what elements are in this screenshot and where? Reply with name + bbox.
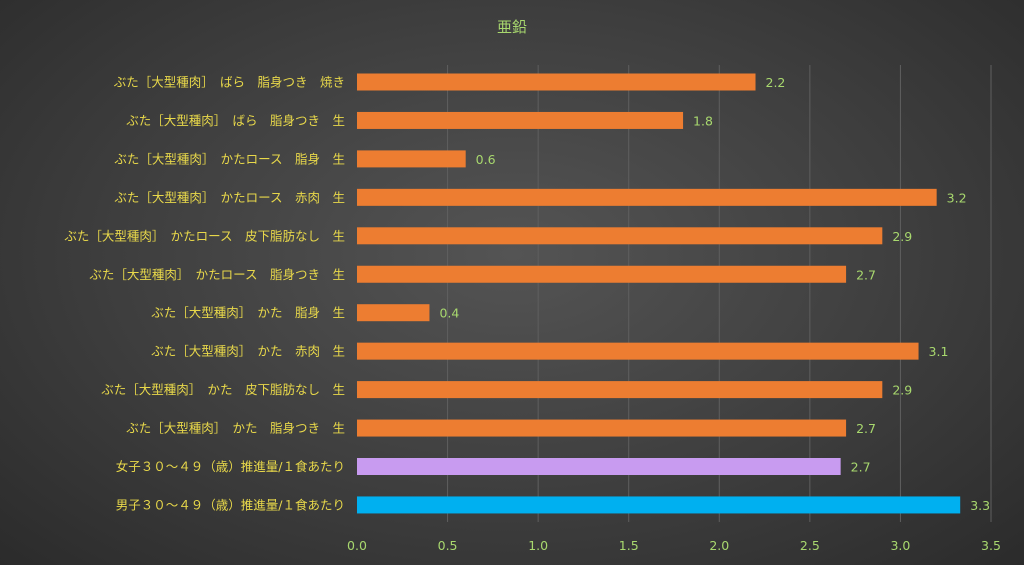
- data-label: 2.7: [856, 267, 876, 282]
- bar: [357, 381, 883, 399]
- category-label: ぶた［大型種肉］ かた 皮下脂肪なし 生: [101, 382, 345, 397]
- x-tick-label: 2.0: [709, 538, 729, 553]
- data-label: 2.9: [892, 229, 912, 244]
- chart-title: 亜鉛: [497, 18, 527, 36]
- data-label: 0.4: [439, 306, 459, 321]
- data-label: 2.7: [851, 460, 871, 475]
- bar: [357, 458, 841, 475]
- x-axis-ticks: 0.0 0.5 1.0 1.5 2.0 2.5 3.0 3.5: [347, 538, 1001, 553]
- bar: [357, 342, 919, 360]
- bar: [357, 419, 847, 437]
- category-label: 女子３０～４９（歳）推進量/１食あたり: [116, 459, 345, 474]
- bar: [357, 150, 466, 168]
- gridlines: [447, 65, 992, 522]
- bar: [357, 73, 756, 91]
- bar: [357, 304, 430, 322]
- category-label: ぶた［大型種肉］ かた 赤肉 生: [151, 344, 345, 359]
- category-label: ぶた［大型種肉］ かた 脂身つき 生: [126, 421, 345, 436]
- data-label: 2.7: [856, 421, 876, 436]
- category-label: ぶた［大型種肉］ かた 脂身 生: [151, 305, 345, 320]
- data-label: 3.3: [970, 498, 990, 513]
- category-label: 男子３０～４９（歳）推進量/１食あたり: [116, 497, 345, 512]
- x-tick-label: 1.0: [528, 538, 548, 553]
- data-labels: 2.2 1.8 0.6 3.2 2.9 2.7 0.4 3.1 2.9 2.7 2.7 3.3: [439, 75, 990, 513]
- category-label: ぶた［大型種肉］ かたロース 赤肉 生: [114, 190, 345, 205]
- bar: [357, 227, 883, 245]
- data-label: 3.1: [929, 344, 949, 359]
- category-label: ぶた［大型種肉］ かたロース 脂身 生: [114, 151, 345, 166]
- data-label: 2.2: [766, 75, 786, 90]
- data-label: 1.8: [693, 113, 713, 128]
- bar: [357, 496, 961, 514]
- x-tick-label: 3.5: [981, 538, 1001, 553]
- x-tick-label: 2.5: [800, 538, 820, 553]
- bars: [357, 73, 961, 514]
- x-tick-label: 3.0: [890, 538, 910, 553]
- bar: [357, 111, 684, 129]
- category-label: ぶた［大型種肉］ ばら 脂身つき 焼き: [114, 75, 345, 90]
- x-tick-label: 0.0: [347, 538, 367, 553]
- category-label: ぶた［大型種肉］ ばら 脂身つき 生: [126, 113, 345, 128]
- data-label: 3.2: [947, 190, 967, 205]
- data-label: 0.6: [476, 152, 496, 167]
- bar: [357, 188, 937, 206]
- data-label: 2.9: [892, 383, 912, 398]
- x-tick-label: 0.5: [438, 538, 458, 553]
- x-tick-label: 1.5: [619, 538, 639, 553]
- category-label: ぶた［大型種肉］ かたロース 皮下脂肪なし 生: [64, 228, 345, 243]
- category-label: ぶた［大型種肉］ かたロース 脂身つき 生: [89, 267, 345, 282]
- bar: [357, 265, 847, 283]
